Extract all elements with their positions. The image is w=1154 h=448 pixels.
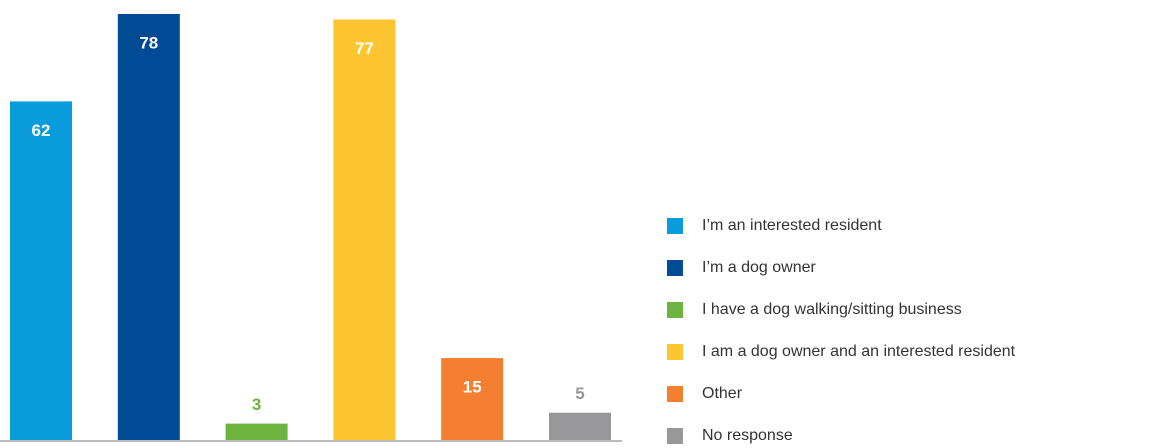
legend-label: I’m an interested resident: [702, 217, 882, 234]
legend-swatch: [667, 218, 683, 234]
bar: [225, 423, 288, 440]
value-label: 15: [463, 378, 482, 397]
legend-label: Other: [702, 385, 743, 402]
legend-swatch: [667, 386, 683, 402]
legend-label: I am a dog owner and an interested resid…: [702, 343, 1016, 360]
value-label: 77: [355, 39, 374, 58]
bar: [333, 19, 396, 440]
value-label: 3: [252, 395, 261, 414]
bar: [117, 14, 180, 440]
legend-swatch: [667, 428, 683, 444]
legend-swatch: [667, 302, 683, 318]
bar: [441, 358, 504, 440]
bar: [10, 101, 72, 440]
legend-label: No response: [702, 427, 793, 444]
bar: [549, 412, 611, 440]
legend-swatch: [667, 344, 683, 360]
value-label: 62: [32, 121, 51, 140]
legend-swatch: [667, 260, 683, 276]
value-label: 5: [575, 384, 584, 403]
legend-label: I’m a dog owner: [702, 259, 817, 276]
value-label: 78: [139, 33, 158, 52]
legend-label: I have a dog walking/sitting business: [702, 301, 962, 318]
